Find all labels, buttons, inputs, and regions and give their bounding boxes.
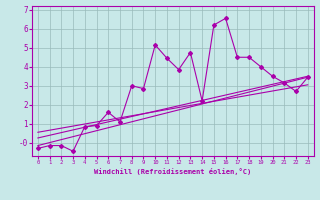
X-axis label: Windchill (Refroidissement éolien,°C): Windchill (Refroidissement éolien,°C) (94, 168, 252, 175)
